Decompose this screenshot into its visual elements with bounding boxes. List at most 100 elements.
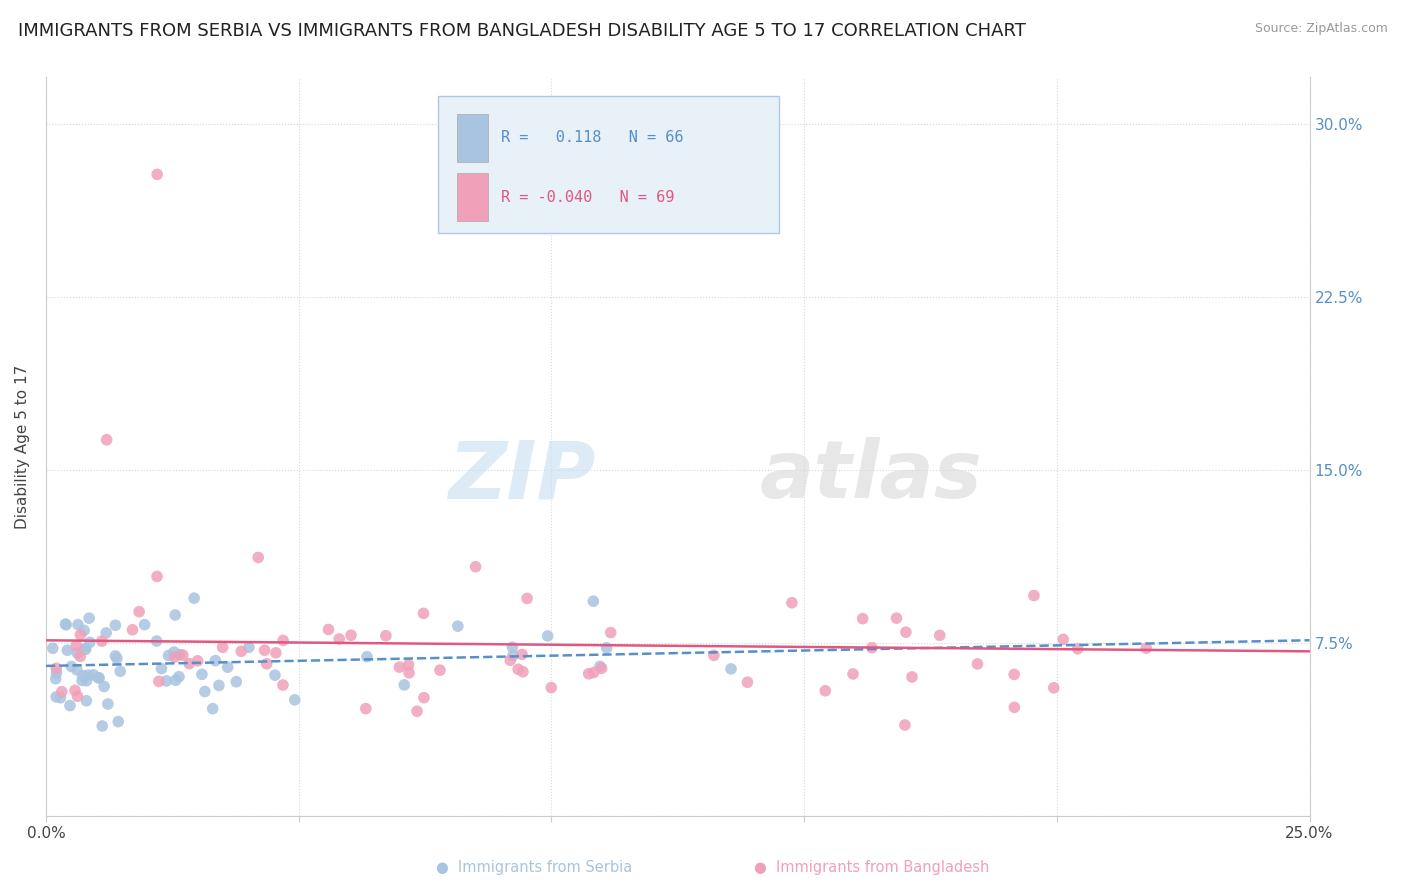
Point [83, 668, 105, 682]
Point [413, 690, 436, 705]
Point [510, 648, 533, 662]
Point [582, 594, 605, 608]
Point [157, 648, 180, 663]
Point [75, 694, 97, 708]
Point [183, 591, 205, 606]
Point [128, 605, 150, 619]
Point [163, 645, 186, 659]
Point [163, 650, 186, 665]
Point [155, 673, 177, 688]
Point [165, 607, 187, 622]
Point [537, 629, 560, 643]
Point [264, 668, 287, 682]
Point [966, 657, 988, 671]
Point [211, 640, 233, 655]
Text: IMMIGRANTS FROM SERBIA VS IMMIGRANTS FROM BANGLADESH DISABILITY AGE 5 TO 17 CORR: IMMIGRANTS FROM SERBIA VS IMMIGRANTS FRO… [18, 22, 1026, 40]
Point [231, 644, 253, 658]
Point [502, 648, 524, 663]
Point [814, 683, 837, 698]
Point [150, 662, 173, 676]
Point [737, 675, 759, 690]
Point [578, 666, 600, 681]
Point [55, 617, 77, 632]
Point [134, 617, 156, 632]
Point [66, 617, 89, 632]
Point [45, 666, 67, 681]
Point [1022, 589, 1045, 603]
Point [105, 651, 128, 665]
Point [121, 623, 143, 637]
Point [45, 690, 67, 704]
Point [179, 657, 201, 671]
Point [894, 718, 917, 732]
Point [169, 648, 191, 662]
Point [886, 611, 908, 625]
Point [60, 659, 83, 673]
Point [201, 701, 224, 715]
Point [1002, 700, 1025, 714]
Point [354, 701, 377, 715]
Point [69, 649, 91, 664]
Text: ●  Immigrants from Serbia: ● Immigrants from Serbia [436, 861, 633, 875]
Point [499, 653, 522, 667]
Point [1052, 632, 1074, 647]
Text: atlas: atlas [759, 437, 983, 516]
Point [107, 714, 129, 729]
Point [66, 646, 89, 660]
Point [340, 628, 363, 642]
Point [447, 619, 470, 633]
Point [264, 646, 287, 660]
Point [104, 618, 127, 632]
Point [148, 674, 170, 689]
Point [87, 671, 110, 685]
Point [56, 643, 79, 657]
Point [93, 680, 115, 694]
Text: R = -0.040   N = 69: R = -0.040 N = 69 [501, 190, 675, 204]
Point [75, 642, 97, 657]
Point [51, 684, 73, 698]
Point [79, 635, 101, 649]
Point [1042, 681, 1064, 695]
Point [1002, 667, 1025, 681]
Point [512, 665, 534, 679]
Point [97, 697, 120, 711]
Point [191, 667, 214, 681]
Point [464, 559, 486, 574]
FancyBboxPatch shape [437, 96, 779, 233]
Point [45, 661, 67, 675]
Point [398, 657, 420, 672]
Point [501, 640, 523, 655]
Point [398, 665, 420, 680]
Point [42, 641, 65, 656]
Point [406, 704, 429, 718]
Point [90, 634, 112, 648]
Point [247, 550, 270, 565]
Text: R =   0.118   N = 66: R = 0.118 N = 66 [501, 130, 683, 145]
Point [928, 628, 950, 642]
Point [77, 611, 100, 625]
Point [104, 648, 127, 663]
Point [540, 681, 562, 695]
Point [208, 678, 231, 692]
Text: ZIP: ZIP [449, 437, 596, 516]
Point [69, 628, 91, 642]
Point [901, 670, 924, 684]
Point [110, 664, 132, 678]
Point [253, 643, 276, 657]
Point [70, 673, 93, 688]
Bar [457, 114, 488, 162]
Point [318, 623, 340, 637]
Y-axis label: Disability Age 5 to 17: Disability Age 5 to 17 [15, 365, 30, 529]
Point [894, 625, 917, 640]
Point [328, 632, 350, 646]
Point [374, 629, 396, 643]
Point [703, 648, 725, 663]
Point [73, 642, 96, 657]
Point [87, 671, 110, 685]
Point [412, 607, 434, 621]
Point [1067, 641, 1090, 656]
Point [508, 662, 530, 676]
Point [66, 689, 89, 703]
Point [852, 612, 875, 626]
Point [91, 719, 114, 733]
